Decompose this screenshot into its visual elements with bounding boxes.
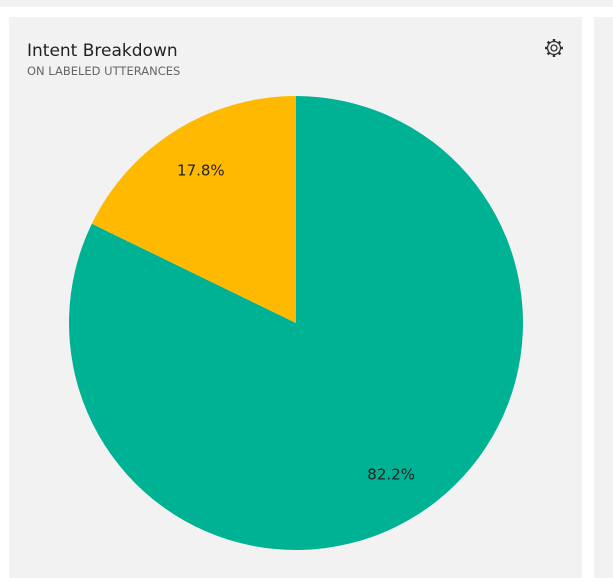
settings-icon[interactable]	[545, 39, 563, 57]
chart-subtitle: ON LABELED UTTERANCES	[27, 64, 180, 78]
top-card	[0, 0, 613, 7]
pie-slice	[91, 95, 296, 324]
slice-label: 17.8%	[177, 161, 225, 179]
side-card	[594, 17, 613, 578]
chart-title: Intent Breakdown	[27, 41, 178, 61]
slice-label: 82.2%	[367, 466, 415, 484]
